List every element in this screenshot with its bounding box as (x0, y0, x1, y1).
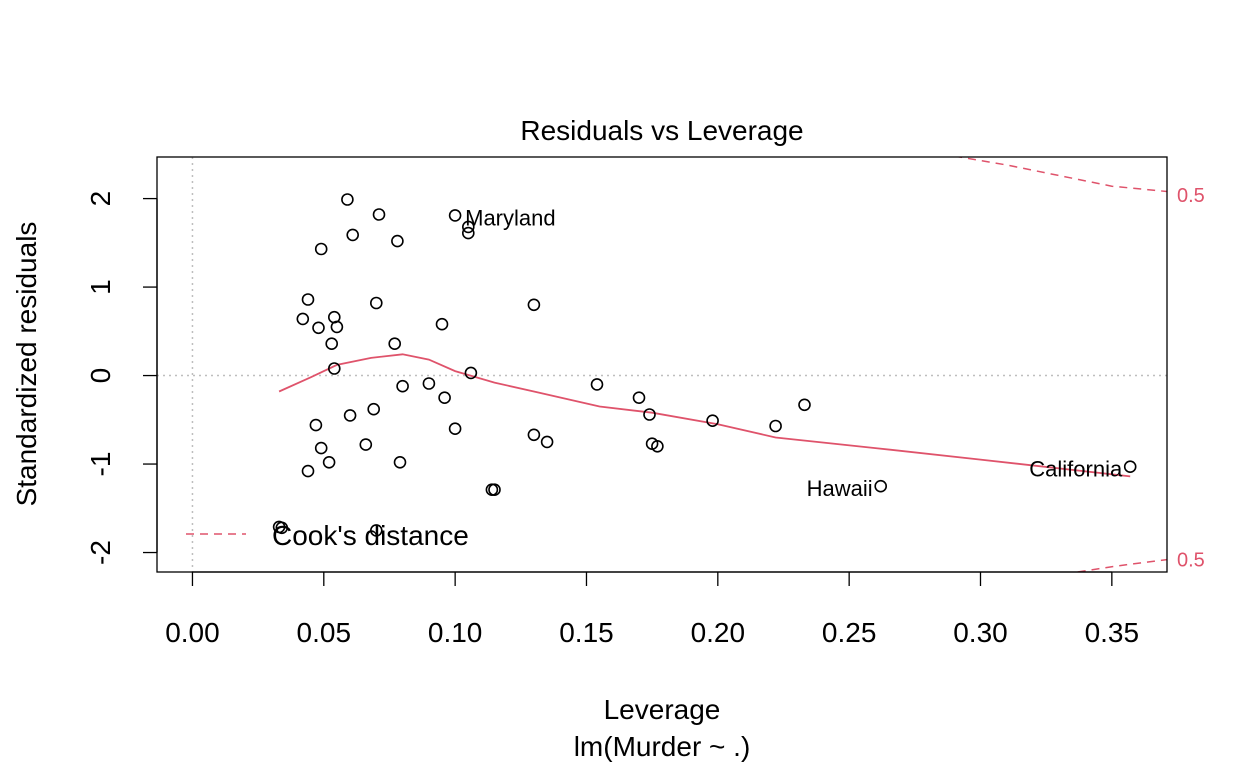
data-point-12 (327, 362, 341, 375)
data-point-6 (312, 321, 325, 335)
data-point-17 (359, 438, 373, 451)
data-point-9 (322, 455, 336, 469)
data-point-10 (325, 337, 339, 351)
x-tick-label-0.35: 0.35 (1085, 617, 1140, 648)
legend: Cook's distance (186, 520, 469, 551)
data-point-7 (314, 441, 328, 455)
data-point-40 (632, 391, 646, 405)
y-tick-label-1: 1 (85, 279, 116, 295)
data-point-36 (527, 298, 541, 312)
x-tick-label-0.05: 0.05 (297, 617, 352, 648)
data-point-46 (798, 398, 811, 412)
data-point-37 (527, 428, 541, 442)
data-point-3 (301, 293, 315, 306)
data-point-43 (651, 439, 664, 453)
data-point-38 (540, 435, 554, 449)
data-point-8 (314, 242, 328, 256)
data-point-15 (343, 409, 357, 422)
plot-frame (156, 156, 1168, 573)
data-point-1 (275, 521, 289, 535)
data-point-35 (488, 483, 501, 497)
data-point-44 (706, 414, 719, 428)
x-tick-label-0.25: 0.25 (822, 617, 877, 648)
data-point-23 (391, 234, 404, 248)
data-point-20 (369, 524, 383, 537)
data-point-45 (769, 419, 782, 433)
data-point-34 (485, 483, 499, 497)
data-point-41 (643, 408, 656, 421)
point-label-maryland: Maryland (465, 205, 555, 230)
data-point-14 (341, 193, 354, 206)
cooks-contour-label-upper: 0.5 (1177, 185, 1205, 207)
data-point-33 (464, 366, 478, 380)
data-point-2 (296, 312, 310, 326)
y-tick-label--1: -1 (85, 452, 116, 477)
point-labels-layer: Maryland Hawaii California (465, 205, 1123, 501)
data-point-18 (367, 402, 381, 416)
data-point-19 (369, 296, 383, 310)
data-point-31 (461, 220, 475, 234)
data-point-16 (346, 228, 360, 242)
cooks-contour-upper (955, 157, 1167, 193)
cooks-contour-label-lower: 0.5 (1177, 550, 1205, 572)
chart-title: Residuals vs Leverage (520, 115, 803, 146)
cooks-contour-lower (1077, 558, 1167, 572)
x-tick-label-0.15: 0.15 (559, 617, 614, 648)
data-point-5 (309, 418, 323, 432)
point-label-hawaii: Hawaii (807, 476, 873, 501)
y-tick-label-2: 2 (85, 191, 116, 207)
data-point-26 (422, 377, 436, 390)
x-tick-label-0.00: 0.00 (165, 617, 220, 648)
point-label-california: California (1029, 457, 1123, 482)
data-point-47 (874, 479, 888, 493)
data-point-29 (448, 209, 462, 222)
data-point-32 (461, 226, 475, 240)
data-point-39 (590, 378, 604, 391)
data-point-30 (448, 422, 462, 436)
x-tick-label-0.20: 0.20 (691, 617, 746, 648)
data-point-21 (372, 208, 386, 221)
data-point-22 (388, 337, 402, 351)
data-point-13 (330, 320, 344, 334)
x-axis: 0.00 0.05 0.10 0.15 0.20 0.25 0.30 0.35 (165, 571, 1140, 648)
x-axis-label: Leverage (604, 694, 721, 725)
y-tick-label-0: 0 (85, 368, 116, 384)
x-tick-label-0.30: 0.30 (953, 617, 1008, 648)
smooth-line (278, 353, 1131, 478)
y-axis: -2 -1 0 1 2 (85, 191, 158, 565)
x-tick-label-0.10: 0.10 (428, 617, 483, 648)
data-point-48 (1123, 460, 1137, 474)
reference-lines (157, 157, 1167, 572)
y-tick-label--2: -2 (85, 540, 116, 565)
data-point-25 (396, 379, 409, 393)
cooks-distance-layer: 0.5 0.5 (955, 157, 1205, 572)
data-point-4 (301, 464, 315, 478)
points-layer (272, 193, 1137, 537)
data-point-28 (438, 391, 451, 405)
legend-cooks-label: Cook's distance (272, 520, 469, 551)
data-point-27 (435, 317, 449, 331)
smooth-line-layer (278, 353, 1131, 478)
x-axis-sublabel: lm(Murder ~ .) (574, 731, 751, 762)
y-axis-label: Standardized residuals (11, 222, 42, 507)
data-point-24 (393, 455, 407, 469)
